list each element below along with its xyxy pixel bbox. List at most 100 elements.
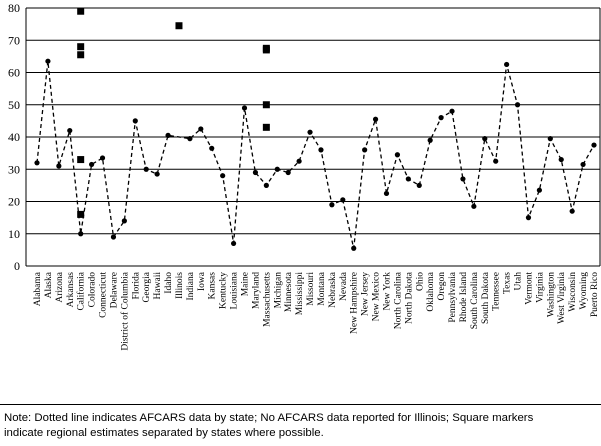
data-point xyxy=(187,136,193,142)
regional-marker xyxy=(175,22,183,30)
x-tick-label: New York xyxy=(382,272,392,311)
x-tick-label: North Dakota xyxy=(404,271,414,324)
x-tick-label: New Mexico xyxy=(372,272,382,322)
note-line-1: Note: Dotted line indicates AFCARS data … xyxy=(4,412,534,424)
data-point xyxy=(209,145,215,151)
data-point xyxy=(154,171,160,177)
data-point xyxy=(198,126,204,132)
x-tick-label: New Hampshire xyxy=(350,272,360,334)
data-point xyxy=(558,156,564,163)
data-point xyxy=(569,208,575,214)
x-tick-label: Montana xyxy=(317,271,327,306)
x-tick-label: Hawaii xyxy=(153,272,163,300)
data-point xyxy=(340,197,346,203)
x-tick-label: Arizona xyxy=(55,271,65,302)
x-tick-label: Virginia xyxy=(535,271,545,303)
x-tick-label: South Carolina xyxy=(470,271,480,329)
data-point xyxy=(285,169,291,176)
regional-marker xyxy=(77,43,85,51)
x-tick-label: Alaska xyxy=(44,271,54,298)
x-tick-label: Georgia xyxy=(142,271,152,302)
regional-marker xyxy=(77,156,85,164)
x-tick-label: West Virginia xyxy=(557,271,567,324)
y-tick-label: 40 xyxy=(8,130,20,144)
data-point xyxy=(252,169,259,176)
data-point xyxy=(536,187,542,193)
x-tick-label: Mississippi xyxy=(295,272,305,316)
data-point xyxy=(547,136,553,142)
x-tick-label: Vermont xyxy=(524,272,534,305)
data-point xyxy=(427,137,433,143)
data-point xyxy=(45,58,51,64)
x-tick-label: Utah xyxy=(514,272,524,291)
x-tick-label: South Dakota xyxy=(481,271,491,324)
state-data-line xyxy=(36,61,595,249)
data-point xyxy=(383,190,390,197)
data-point xyxy=(78,231,84,237)
data-point xyxy=(99,155,106,161)
data-point xyxy=(416,182,422,188)
x-tick-label: Massachusetts xyxy=(262,272,272,327)
data-point xyxy=(307,129,313,135)
y-tick-label: 50 xyxy=(8,98,20,112)
x-tick-label: Wyoming xyxy=(579,272,589,310)
data-point xyxy=(514,102,521,108)
data-point xyxy=(67,127,73,134)
data-point xyxy=(438,115,444,121)
x-tick-label: Colorado xyxy=(88,272,98,308)
data-point xyxy=(362,147,368,153)
x-tick-label: Kansas xyxy=(208,272,218,300)
data-point xyxy=(56,163,62,169)
x-tick-label: California xyxy=(76,271,87,310)
data-point xyxy=(372,116,379,122)
x-tick-label: Washington xyxy=(546,272,556,317)
x-tick-label: Connecticut xyxy=(99,272,109,318)
x-tick-label: Nevada xyxy=(339,271,349,301)
data-point xyxy=(449,108,455,114)
x-tick-label: Arkansas xyxy=(66,272,76,308)
data-point xyxy=(230,240,237,247)
x-tick-label: Indiana xyxy=(186,271,196,300)
data-point xyxy=(591,142,597,148)
chart-note: Note: Dotted line indicates AFCARS data … xyxy=(0,404,601,446)
regional-marker xyxy=(262,46,270,54)
x-tick-label: Louisiana xyxy=(230,271,240,309)
regional-marker xyxy=(77,51,85,59)
x-tick-label: Wisconsin xyxy=(568,272,578,312)
x-tick-label: Illinois xyxy=(175,272,185,299)
y-tick-label: 60 xyxy=(8,66,20,80)
x-tick-label: District of Columbia xyxy=(119,271,130,350)
x-tick-label: Texas xyxy=(503,272,513,294)
x-axis-ticks: Alabama Alaska Arizona Arkansas California Co… xyxy=(33,271,600,350)
x-tick-label: Michigan xyxy=(273,272,283,309)
x-tick-label: Iowa xyxy=(197,271,207,291)
data-point xyxy=(241,105,248,111)
regional-marker xyxy=(77,210,85,218)
data-point xyxy=(121,218,127,224)
data-point xyxy=(471,203,477,209)
y-tick-label: 30 xyxy=(8,162,20,176)
regional-estimate-markers xyxy=(77,7,270,218)
x-tick-label: Pennsylvania xyxy=(448,271,458,322)
y-tick-label: 70 xyxy=(8,33,20,47)
y-axis-ticks: 0 10 20 30 40 50 60 70 80 xyxy=(8,1,20,273)
data-point xyxy=(34,160,40,166)
x-tick-label: Oregon xyxy=(437,272,447,301)
x-tick-label: Maryland xyxy=(251,272,261,309)
data-point xyxy=(220,173,226,179)
x-tick-label: Delaware xyxy=(109,272,119,308)
y-tick-label: 80 xyxy=(8,1,20,15)
x-tick-label: Puerto Rico xyxy=(590,272,600,317)
data-point xyxy=(493,158,499,164)
data-point xyxy=(460,176,466,182)
data-point xyxy=(329,202,335,208)
y-tick-label: 20 xyxy=(8,195,20,209)
x-tick-label: Alabama xyxy=(33,271,43,306)
data-point xyxy=(296,158,302,164)
data-point xyxy=(525,215,532,221)
state-data-points xyxy=(34,58,597,251)
data-point xyxy=(351,245,357,251)
x-tick-label: Rhode Island xyxy=(459,272,469,323)
data-point xyxy=(132,118,138,124)
data-point xyxy=(405,176,411,182)
